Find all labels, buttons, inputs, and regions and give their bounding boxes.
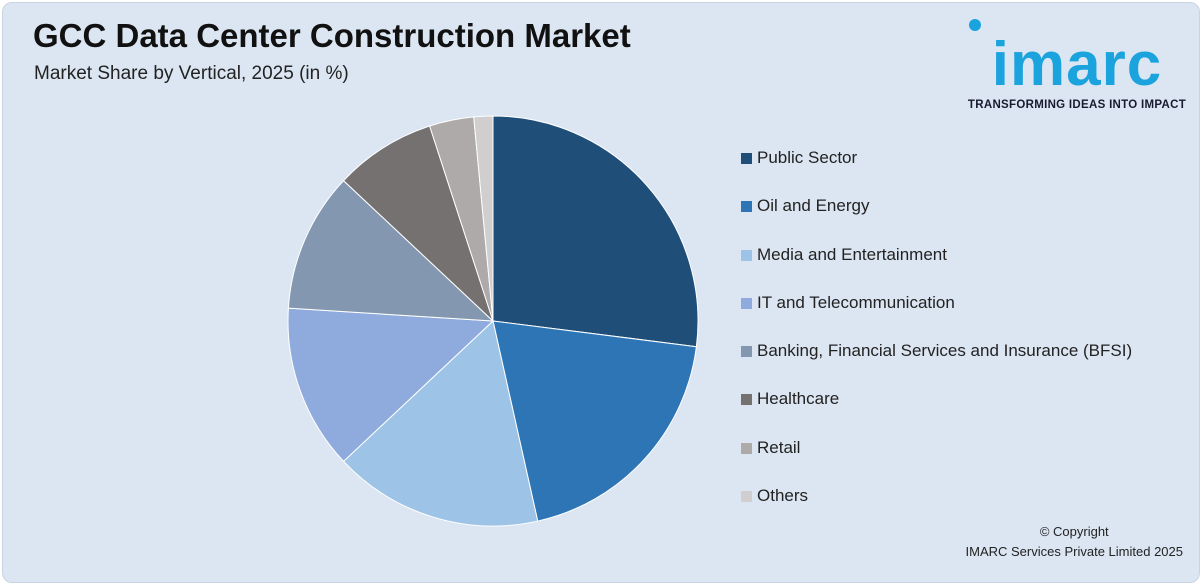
pie-slice-it-and-telecommunication [287, 307, 495, 463]
legend-swatch [741, 491, 752, 503]
pie-chart [287, 115, 699, 527]
legend-label: Oil and Energy [757, 196, 870, 216]
pie-slice-healthcare [342, 125, 494, 322]
legend-swatch [741, 346, 752, 358]
legend-item: Public Sector [741, 147, 1132, 195]
pie-slice-media-and-entertainment [342, 320, 539, 527]
legend-swatch [741, 442, 752, 454]
logo-tagline: TRANSFORMING IDEAS INTO IMPACT [967, 99, 1187, 111]
pie-slice-public-sector [492, 115, 699, 348]
legend-label: Healthcare [757, 389, 840, 409]
pie-slice-oil-and-energy [492, 320, 697, 522]
legend-label: Public Sector [757, 148, 858, 167]
copyright-line-2: IMARC Services Private Limited 2025 [965, 544, 1183, 559]
legend-swatch [741, 201, 752, 213]
legend-label: Retail [757, 437, 801, 457]
legend-item: Others [741, 485, 1132, 533]
legend-swatch [741, 153, 752, 164]
chart-title: GCC Data Center Construction Market [33, 17, 631, 54]
legend-swatch [741, 297, 752, 309]
legend-label: Banking, Financial Services and Insuranc… [757, 341, 1133, 361]
legend-item: Oil and Energy [741, 195, 1132, 243]
legend-item: Healthcare [741, 388, 1132, 436]
legend-item: Media and Entertainment [741, 244, 1132, 292]
logo-wordmark: imarc [991, 30, 1163, 99]
chart-subtitle: Market Share by Vertical, 2025 (in %) [34, 63, 349, 84]
copyright-line-1: © Copyright [1039, 524, 1109, 539]
legend-label: Others [757, 486, 809, 506]
imarc-logo: imarc TRANSFORMING IDEAS INTO IMPACT [961, 15, 1193, 115]
pie-slice-others [473, 115, 494, 322]
pie-slice-banking-financial-services-and-insurance-bfsi [287, 179, 495, 322]
legend-swatch [741, 394, 752, 406]
logo-dot-icon [969, 19, 981, 31]
legend-item: Retail [741, 437, 1132, 485]
legend-label: Media and Entertainment [757, 244, 947, 264]
legend-item: IT and Telecommunication [741, 292, 1132, 340]
legend-item: Banking, Financial Services and Insuranc… [741, 340, 1132, 388]
copyright-notice: © Copyright IMARC Services Private Limit… [966, 522, 1183, 562]
legend-label: IT and Telecommunication [757, 292, 955, 312]
legend-swatch [741, 249, 752, 261]
chart-legend: Public Sector Oil and Energy Media and Ent… [741, 147, 1132, 533]
